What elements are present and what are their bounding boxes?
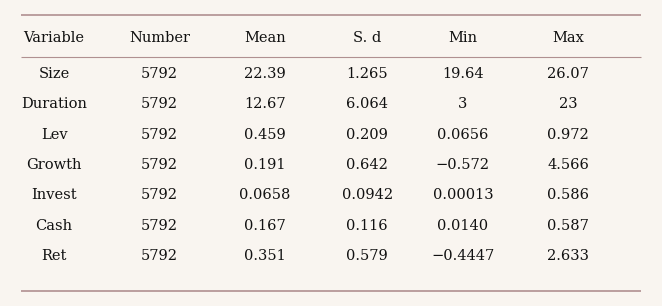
Text: Lev: Lev <box>41 128 68 142</box>
Text: 12.67: 12.67 <box>244 98 286 111</box>
Text: 0.459: 0.459 <box>244 128 286 142</box>
Text: 0.587: 0.587 <box>547 219 589 233</box>
Text: Growth: Growth <box>26 158 82 172</box>
Text: 0.0656: 0.0656 <box>437 128 489 142</box>
Text: 0.579: 0.579 <box>346 249 388 263</box>
Text: 5792: 5792 <box>141 219 178 233</box>
Text: Min: Min <box>448 31 477 45</box>
Text: 0.191: 0.191 <box>244 158 286 172</box>
Text: 1.265: 1.265 <box>346 67 388 81</box>
Text: 26.07: 26.07 <box>547 67 589 81</box>
Text: 5792: 5792 <box>141 98 178 111</box>
Text: −0.572: −0.572 <box>436 158 490 172</box>
Text: Variable: Variable <box>24 31 85 45</box>
Text: 0.972: 0.972 <box>547 128 589 142</box>
Text: 5792: 5792 <box>141 67 178 81</box>
Text: Invest: Invest <box>31 188 77 203</box>
Text: Cash: Cash <box>36 219 73 233</box>
Text: 0.351: 0.351 <box>244 249 286 263</box>
Text: 0.642: 0.642 <box>346 158 388 172</box>
Text: 2.633: 2.633 <box>547 249 589 263</box>
Text: Number: Number <box>129 31 190 45</box>
Text: 0.116: 0.116 <box>346 219 388 233</box>
Text: 0.586: 0.586 <box>547 188 589 203</box>
Text: 0.209: 0.209 <box>346 128 388 142</box>
Text: Ret: Ret <box>42 249 67 263</box>
Text: 22.39: 22.39 <box>244 67 286 81</box>
Text: 0.167: 0.167 <box>244 219 286 233</box>
Text: 19.64: 19.64 <box>442 67 484 81</box>
Text: S. d: S. d <box>353 31 381 45</box>
Text: 6.064: 6.064 <box>346 98 388 111</box>
Text: Max: Max <box>552 31 585 45</box>
Text: Duration: Duration <box>21 98 87 111</box>
Text: 3: 3 <box>458 98 467 111</box>
Text: 0.0140: 0.0140 <box>438 219 489 233</box>
Text: Mean: Mean <box>244 31 286 45</box>
Text: 0.0942: 0.0942 <box>342 188 393 203</box>
Text: 0.00013: 0.00013 <box>432 188 493 203</box>
Text: 0.0658: 0.0658 <box>240 188 291 203</box>
Text: −0.4447: −0.4447 <box>431 249 495 263</box>
Text: 4.566: 4.566 <box>547 158 589 172</box>
Text: 5792: 5792 <box>141 158 178 172</box>
Text: Size: Size <box>38 67 70 81</box>
Text: 5792: 5792 <box>141 128 178 142</box>
Text: 5792: 5792 <box>141 188 178 203</box>
Text: 23: 23 <box>559 98 578 111</box>
Text: 5792: 5792 <box>141 249 178 263</box>
